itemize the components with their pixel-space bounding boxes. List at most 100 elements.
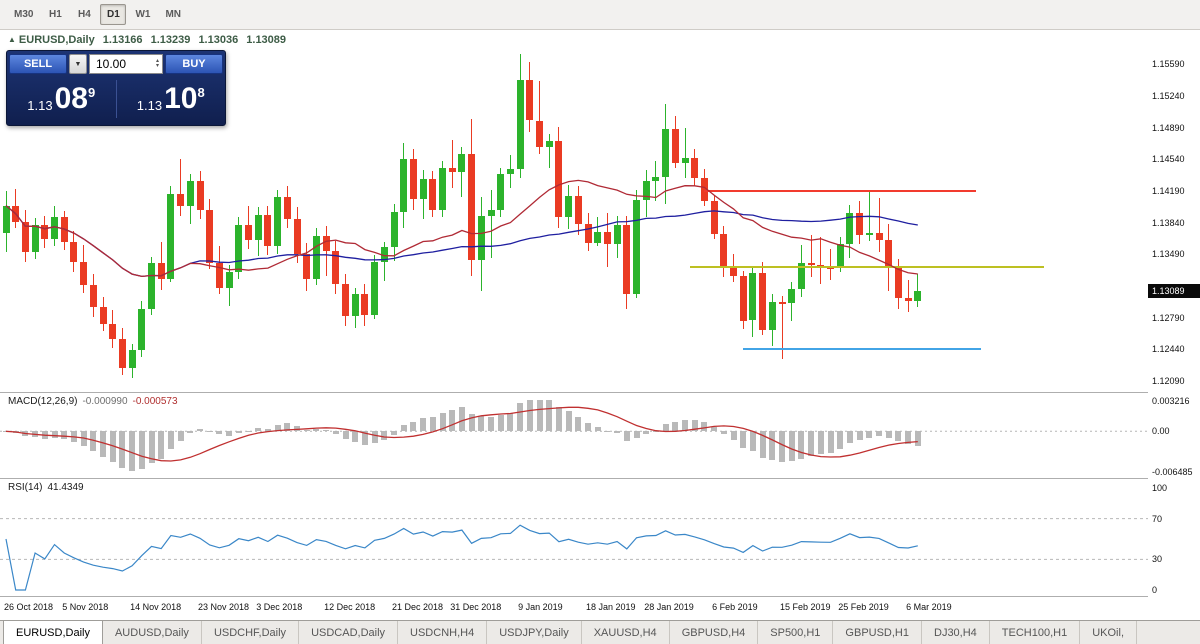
candle-body bbox=[613, 224, 621, 245]
one-click-trading-panel: SELL ▼ 10.00 ▴ ▾ BUY 1.13 08 9 bbox=[6, 50, 226, 126]
spinner-down-icon[interactable]: ▾ bbox=[155, 63, 159, 69]
macd-histogram-bar bbox=[429, 416, 436, 432]
chart-tab-ukoil-[interactable]: UKOil, bbox=[1080, 621, 1137, 644]
chart-tab-audusd-daily[interactable]: AUDUSD,Daily bbox=[103, 621, 202, 644]
pane-separator[interactable] bbox=[0, 478, 1148, 479]
candle-body bbox=[584, 223, 592, 243]
candle-body bbox=[89, 285, 97, 307]
sell-button[interactable]: SELL bbox=[9, 54, 67, 74]
pane-separator[interactable] bbox=[0, 392, 1148, 393]
macd-histogram-bar bbox=[652, 430, 659, 432]
ohlc-low: 1.13036 bbox=[198, 34, 239, 46]
chart-tab-eurusd-daily[interactable]: EURUSD,Daily bbox=[3, 621, 103, 644]
macd-histogram-bar bbox=[468, 413, 475, 432]
macd-histogram-bar bbox=[623, 431, 630, 441]
horizontal-trendline[interactable] bbox=[743, 348, 981, 351]
macd-axis-min-label: -0.006485 bbox=[1152, 467, 1193, 477]
chart-panes: ▲ EURUSD,Daily 1.13166 1.13239 1.13036 1.… bbox=[0, 30, 1148, 620]
chart-tab-usdcnh-h4[interactable]: USDCNH,H4 bbox=[398, 621, 488, 644]
chart-tab-dj30-h4[interactable]: DJ30,H4 bbox=[922, 621, 990, 644]
date-axis-label: 15 Feb 2019 bbox=[780, 602, 831, 612]
rsi-axis-label: 100 bbox=[1152, 483, 1168, 493]
macd-main-value: -0.000990 bbox=[82, 396, 128, 407]
date-axis-label: 28 Jan 2019 bbox=[644, 602, 694, 612]
sell-price-display[interactable]: 1.13 08 9 bbox=[7, 75, 116, 123]
horizontal-trendline[interactable] bbox=[689, 266, 1044, 269]
chart-tab-gbpusd-h1[interactable]: GBPUSD,H1 bbox=[833, 621, 922, 644]
date-axis-label: 25 Feb 2019 bbox=[838, 602, 889, 612]
volume-input[interactable]: 10.00 ▴ ▾ bbox=[89, 54, 163, 74]
candle-body bbox=[506, 169, 514, 174]
horizontal-trendline[interactable] bbox=[704, 190, 976, 193]
macd-histogram-bar bbox=[294, 425, 300, 432]
candle-body bbox=[148, 262, 155, 309]
candle-body bbox=[448, 168, 456, 173]
macd-histogram-bar bbox=[478, 415, 485, 432]
timeframe-button-w1[interactable]: W1 bbox=[135, 9, 151, 20]
rsi-value: 41.4349 bbox=[47, 482, 84, 493]
price-axis[interactable]: 0.003216 0.00 -0.006485 1.13089 1.15590 1… bbox=[1148, 30, 1200, 620]
macd-histogram-bar bbox=[148, 431, 155, 464]
candle-body bbox=[739, 276, 747, 321]
main-chart-pane[interactable]: ▲ EURUSD,Daily 1.13166 1.13239 1.13036 1.… bbox=[0, 30, 1148, 392]
candle-body bbox=[419, 179, 427, 200]
candle-body bbox=[778, 302, 786, 304]
candle-wick bbox=[548, 134, 550, 169]
buy-button[interactable]: BUY bbox=[165, 54, 223, 74]
candle-body bbox=[60, 217, 68, 242]
macd-histogram-bar bbox=[100, 431, 106, 457]
rsi-axis-label: 30 bbox=[1152, 554, 1163, 565]
candle-body bbox=[264, 214, 272, 247]
candle-wick bbox=[810, 234, 812, 278]
candle-body bbox=[894, 267, 902, 298]
macd-pane[interactable]: MACD(12,26,9) -0.000990 -0.000573 bbox=[0, 393, 1148, 478]
macd-histogram-bar bbox=[817, 431, 824, 455]
timeframe-button-m30[interactable]: M30 bbox=[14, 9, 34, 20]
chart-tab-gbpusd-h4[interactable]: GBPUSD,H4 bbox=[670, 621, 759, 644]
timeframe-button-mn[interactable]: MN bbox=[165, 9, 182, 20]
volume-spinner[interactable]: ▴ ▾ bbox=[155, 58, 159, 69]
chart-tab-sp500-h1[interactable]: SP500,H1 bbox=[758, 621, 834, 644]
trade-options-dropdown-button[interactable]: ▼ bbox=[69, 54, 87, 74]
candle-body bbox=[836, 243, 844, 268]
macd-histogram-bar bbox=[255, 428, 262, 432]
candle-body bbox=[390, 211, 398, 248]
candle-body bbox=[487, 210, 495, 217]
macd-histogram-bar bbox=[216, 431, 223, 435]
rsi-name: RSI(14) bbox=[8, 482, 43, 493]
ohlc-close: 1.13089 bbox=[246, 34, 287, 46]
spinner-up-icon[interactable]: ▴ bbox=[155, 58, 159, 64]
candle-body bbox=[167, 193, 175, 279]
date-axis[interactable]: 26 Oct 2018 5 Nov 2018 14 Nov 2018 23 Nov 2… bbox=[0, 597, 1148, 620]
macd-histogram-bar bbox=[41, 431, 48, 439]
chart-symbol-label: EURUSD,Daily bbox=[18, 34, 95, 46]
timeframe-button-d1[interactable]: D1 bbox=[100, 4, 127, 25]
candle-body bbox=[274, 197, 282, 247]
macd-histogram-bar bbox=[206, 430, 213, 432]
price-axis-label: 1.13840 bbox=[1152, 217, 1185, 228]
date-axis-label: 21 Dec 2018 bbox=[392, 602, 444, 612]
candle-body bbox=[70, 241, 78, 262]
macd-histogram-bar bbox=[643, 431, 650, 435]
macd-histogram-bar bbox=[371, 431, 378, 444]
candle-body bbox=[21, 221, 29, 252]
chart-tab-xauusd-h4[interactable]: XAUUSD,H4 bbox=[582, 621, 670, 644]
chart-tab-usdcad-daily[interactable]: USDCAD,Daily bbox=[299, 621, 399, 644]
candle-body bbox=[235, 224, 243, 272]
pane-separator bbox=[0, 596, 1148, 597]
candle-body bbox=[768, 302, 776, 331]
macd-histogram-bar bbox=[691, 419, 698, 432]
macd-histogram-bar bbox=[769, 431, 776, 461]
macd-histogram-bar bbox=[730, 431, 737, 440]
buy-price-display[interactable]: 1.13 10 8 bbox=[117, 75, 226, 123]
chart-tab-usdchf-daily[interactable]: USDCHF,Daily bbox=[202, 621, 300, 644]
timeframe-button-h4[interactable]: H4 bbox=[78, 9, 91, 20]
timeframe-button-h1[interactable]: H1 bbox=[49, 9, 62, 20]
macd-histogram-bar bbox=[749, 431, 756, 451]
chart-tab-tech100-h1[interactable]: TECH100,H1 bbox=[990, 621, 1081, 644]
candle-body bbox=[80, 261, 88, 286]
chart-tab-usdjpy-daily[interactable]: USDJPY,Daily bbox=[487, 621, 582, 644]
rsi-line bbox=[5, 524, 918, 591]
date-axis-label: 12 Dec 2018 bbox=[324, 602, 376, 612]
rsi-pane[interactable]: RSI(14) 41.4349 bbox=[0, 479, 1148, 596]
